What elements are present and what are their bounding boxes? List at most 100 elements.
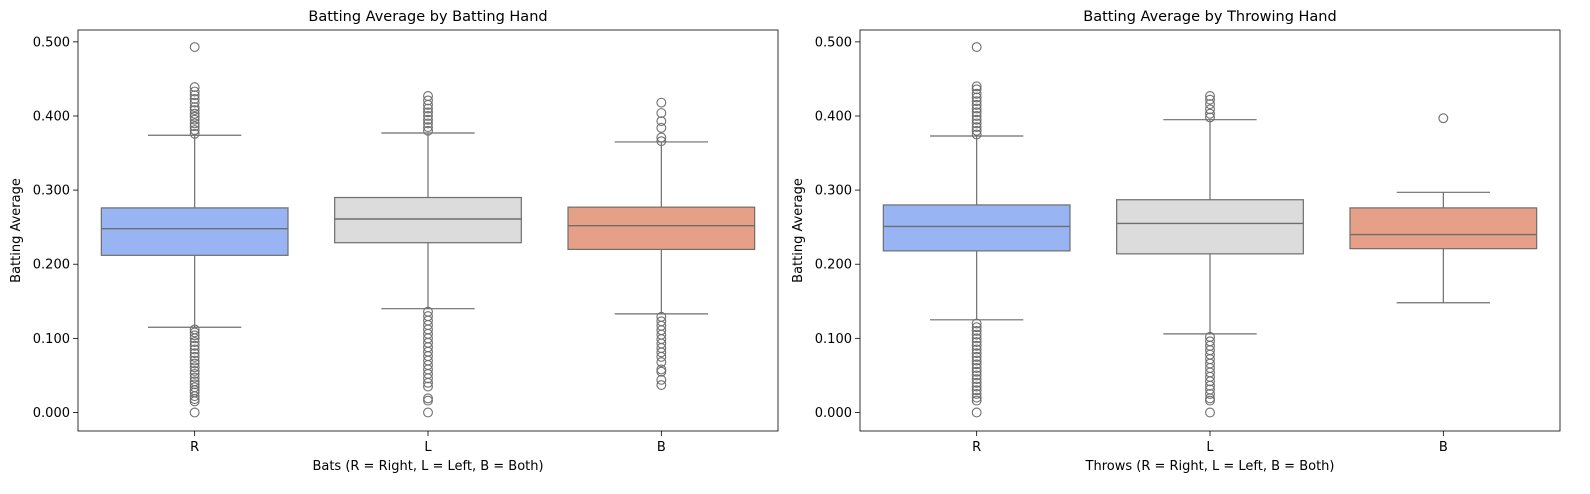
- outlier-point: [1438, 113, 1449, 124]
- outlier-point: [971, 125, 982, 136]
- outlier-point: [971, 366, 982, 377]
- outlier-point: [656, 136, 667, 147]
- outlier-point: [189, 348, 200, 359]
- outlier-point: [423, 122, 433, 133]
- outlier-point: [971, 114, 982, 125]
- outlier-point: [656, 357, 667, 368]
- y-tick-label: 0.000: [33, 406, 70, 421]
- outlier-point: [189, 114, 200, 125]
- outlier-point: [189, 382, 200, 393]
- x-tick-label: R: [972, 440, 981, 455]
- outlier-point: [971, 325, 982, 336]
- outlier-point: [971, 96, 982, 107]
- outlier-point: [189, 118, 200, 129]
- outlier-point: [189, 340, 200, 351]
- outlier-point: [423, 114, 433, 125]
- outlier-point: [189, 97, 200, 108]
- y-tick-label: 0.300: [33, 184, 70, 199]
- y-tick-label: 0.200: [815, 258, 852, 273]
- outlier-point: [189, 379, 200, 390]
- outlier-point: [423, 111, 433, 121]
- outlier-point: [189, 324, 200, 335]
- outlier-point: [971, 407, 982, 418]
- outlier-point: [189, 372, 200, 383]
- outlier-point: [423, 393, 433, 404]
- outlier-point: [971, 81, 982, 92]
- outlier-point: [189, 93, 200, 104]
- outlier-point: [971, 129, 982, 140]
- outlier-point: [423, 395, 433, 406]
- outlier-point: [189, 407, 200, 418]
- outlier-point: [971, 333, 982, 344]
- outlier-point: [971, 344, 982, 355]
- x-tick-label: R: [190, 440, 199, 455]
- outlier-point: [971, 370, 982, 381]
- outlier-point: [423, 103, 433, 114]
- box-r: [100, 42, 289, 418]
- x-tick-label: L: [424, 440, 432, 455]
- outlier-point: [423, 381, 433, 392]
- outlier-point: [656, 380, 667, 390]
- outlier-point: [971, 111, 982, 121]
- outlier-point: [971, 84, 982, 95]
- box-l: [1116, 91, 1304, 418]
- outlier-point: [971, 388, 982, 399]
- outlier-point: [1205, 407, 1215, 418]
- outlier-point: [656, 97, 667, 108]
- outlier-point: [189, 366, 200, 376]
- x-axis-label: Bats (R = Right, L = Left, B = Both): [312, 459, 543, 474]
- iqr-box: [882, 204, 1071, 252]
- outlier-point: [656, 311, 667, 322]
- outlier-point: [971, 392, 982, 403]
- y-tick-label: 0.500: [33, 35, 70, 50]
- outlier-point: [971, 118, 982, 129]
- outlier-point: [656, 374, 667, 385]
- x-tick-label: B: [657, 440, 666, 455]
- outlier-point: [971, 395, 982, 406]
- outlier-point: [971, 355, 982, 366]
- iqr-box: [1116, 199, 1304, 255]
- outlier-point: [1205, 91, 1215, 101]
- iqr-box: [567, 206, 756, 251]
- outlier-point: [423, 91, 433, 101]
- y-tick-label: 0.400: [815, 109, 852, 124]
- outlier-point: [971, 381, 982, 392]
- outlier-point: [189, 90, 200, 101]
- outlier-point: [189, 358, 200, 369]
- outlier-point: [971, 348, 982, 359]
- y-axis-label: Batting Average: [9, 178, 24, 283]
- outlier-point: [971, 103, 982, 114]
- outlier-point: [1205, 388, 1215, 399]
- chart-panel: Batting Average by Throwing Hand 0.000 0.1…: [791, 9, 1561, 474]
- outlier-point: [423, 118, 433, 129]
- chart-title: Batting Average by Throwing Hand: [1083, 9, 1336, 25]
- outlier-point: [971, 374, 982, 385]
- outlier-point: [1205, 108, 1215, 119]
- iqr-box: [334, 196, 522, 244]
- outlier-point: [971, 122, 982, 133]
- outlier-point: [189, 108, 200, 119]
- outlier-point: [423, 95, 433, 106]
- outlier-point: [971, 329, 982, 340]
- outlier-point: [189, 125, 200, 136]
- outlier-point: [189, 128, 200, 139]
- y-tick-label: 0.500: [815, 35, 852, 50]
- outlier-point: [656, 116, 667, 127]
- outlier-point: [189, 82, 200, 93]
- iqr-box: [100, 207, 289, 256]
- outlier-point: [189, 368, 200, 379]
- outlier-point: [656, 122, 667, 133]
- outlier-point: [189, 344, 200, 355]
- outlier-point: [971, 359, 982, 370]
- outlier-point: [189, 42, 200, 52]
- outlier-point: [971, 337, 982, 348]
- y-axis-label: Batting Average: [791, 178, 806, 283]
- outlier-point: [189, 376, 200, 387]
- outlier-point: [971, 377, 982, 388]
- box-b: [1349, 113, 1538, 304]
- box-r: [882, 42, 1071, 418]
- box-b: [567, 97, 756, 390]
- outlier-point: [971, 340, 982, 351]
